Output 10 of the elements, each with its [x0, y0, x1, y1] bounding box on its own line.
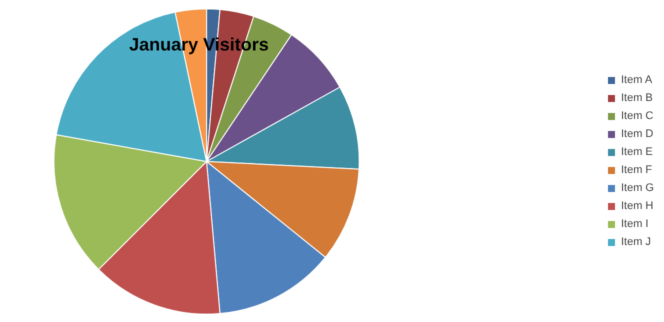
legend-label: Item E — [620, 146, 653, 158]
legend-label: Item H — [620, 200, 654, 212]
legend-label: Item B — [620, 92, 653, 104]
legend-label: Item A — [620, 74, 652, 86]
legend-label: Item F — [620, 164, 652, 176]
legend-label: Item I — [620, 218, 648, 230]
legend-label: Item G — [620, 182, 654, 194]
legend-label: Item D — [620, 128, 654, 140]
legend-label: Item C — [620, 110, 654, 122]
legend-label: Item J — [620, 236, 651, 248]
